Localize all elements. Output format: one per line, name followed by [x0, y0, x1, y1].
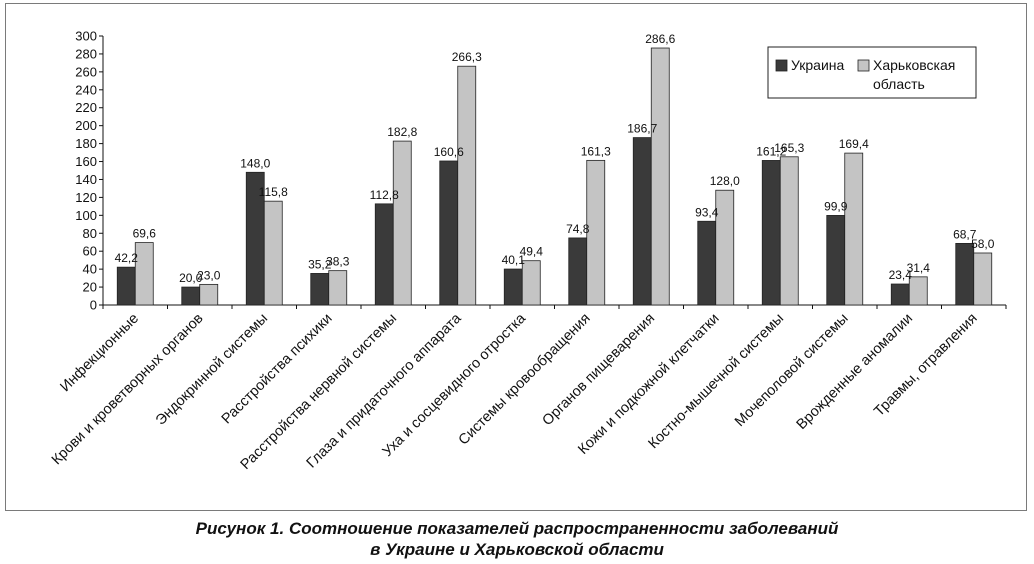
bar-ukraine — [310, 273, 330, 306]
y-tick-label: 180 — [75, 136, 97, 151]
y-tick-label: 80 — [83, 226, 97, 241]
category-label: Мочеполовой системы — [732, 311, 852, 431]
y-tick-label: 260 — [75, 64, 97, 79]
bar-kharkiv — [715, 189, 735, 306]
category-label: Врожденные аномалии — [794, 311, 916, 433]
bar-kharkiv — [844, 152, 864, 306]
data-label-ukraine: 40,1 — [502, 253, 526, 267]
data-label-ukraine: 23,4 — [889, 268, 913, 282]
y-tick-label: 160 — [75, 154, 97, 169]
data-label-ukraine: 93,4 — [695, 205, 719, 219]
legend-label-ukraine: Украина — [791, 57, 845, 73]
caption-line-1: Рисунок 1. Соотношение показателей распр… — [195, 519, 839, 538]
bar-ukraine — [697, 220, 717, 306]
data-label-kharkiv: 165,3 — [774, 141, 804, 155]
bar-ukraine — [503, 268, 523, 306]
data-label-ukraine: 20,0 — [179, 271, 203, 285]
y-tick-label: 280 — [75, 46, 97, 61]
value-labels: 42,2 69,6 20,023,0 148,0 115,8 35,238,3 112,8 1… — [115, 32, 995, 285]
data-label-kharkiv: 58,0 — [971, 237, 995, 251]
y-tick-label: 220 — [75, 100, 97, 115]
axes: 0 20 40 60 80 100 120 140 160 180 200 220 240 260 280 3… — [75, 29, 1007, 313]
data-label-ukraine: 186,7 — [627, 122, 657, 136]
bar-ukraine — [374, 203, 394, 306]
y-tick-label: 0 — [90, 298, 97, 313]
data-label-kharkiv: 169,4 — [839, 137, 869, 151]
bar-kharkiv — [392, 140, 412, 306]
bar-ukraine — [439, 160, 459, 306]
bar-ukraine — [632, 137, 652, 306]
y-tick-label: 240 — [75, 82, 97, 97]
data-label-ukraine: 161,2 — [756, 144, 786, 158]
category-label: Кожи и подкожной клетчатки — [575, 311, 722, 458]
bar-kharkiv — [199, 283, 219, 306]
legend-label-kharkiv-line1: Харьковская — [873, 57, 955, 73]
bar-kharkiv — [328, 270, 348, 306]
data-label-kharkiv: 266,3 — [452, 50, 482, 64]
data-label-kharkiv: 49,4 — [520, 245, 544, 259]
y-tick-label: 20 — [83, 280, 97, 295]
data-label-kharkiv: 161,3 — [581, 144, 611, 158]
bar-kharkiv — [263, 200, 283, 306]
bar-kharkiv — [650, 47, 670, 306]
category-label: Системы кровообращения — [456, 311, 594, 449]
bar-ukraine — [826, 215, 846, 306]
bar-kharkiv — [586, 159, 606, 306]
figure-caption: Рисунок 1. Соотношение показателей распр… — [0, 518, 1034, 560]
caption-line-2: в Украине и Харьковской области — [370, 540, 664, 559]
bars — [116, 47, 993, 306]
data-label-kharkiv: 38,3 — [326, 255, 350, 269]
data-label-kharkiv: 115,8 — [259, 185, 288, 199]
y-tick-label: 120 — [75, 190, 97, 205]
data-label-ukraine: 112,8 — [370, 188, 399, 202]
data-label-ukraine: 74,8 — [566, 222, 590, 236]
category-label: Органов пищеварения — [540, 311, 659, 430]
bar-ukraine — [955, 242, 975, 306]
data-label-kharkiv: 286,6 — [645, 32, 675, 46]
category-label: Расстройства психики — [219, 311, 336, 428]
y-tick-label: 100 — [75, 208, 97, 223]
data-label-kharkiv: 31,4 — [907, 261, 931, 275]
y-tick-label: 140 — [75, 172, 97, 187]
bar-ukraine — [568, 237, 588, 306]
data-label-kharkiv: 128,0 — [710, 174, 740, 188]
data-label-ukraine: 68,7 — [953, 227, 977, 241]
category-label: Эндокринной системы — [153, 311, 271, 429]
data-label-ukraine: 42,2 — [115, 251, 139, 265]
y-tick-label: 60 — [83, 244, 97, 259]
bar-ukraine — [761, 160, 781, 306]
bar-kharkiv — [134, 242, 154, 306]
legend: Украина Харьковская область — [767, 46, 977, 99]
legend-swatch-ukraine — [775, 59, 788, 72]
chart-frame — [5, 3, 1027, 511]
bar-kharkiv — [779, 156, 799, 306]
y-tick-label: 200 — [75, 118, 97, 133]
legend-swatch-kharkiv — [857, 59, 870, 72]
y-tick-label: 40 — [83, 262, 97, 277]
bar-kharkiv — [457, 65, 477, 306]
bar-kharkiv — [908, 276, 928, 306]
bar-ukraine — [181, 286, 201, 306]
bar-ukraine — [116, 266, 136, 306]
bar-chart: 0 20 40 60 80 100 120 140 160 180 200 220 240 260 280 3… — [49, 29, 1007, 473]
data-label-ukraine: 148,0 — [240, 156, 270, 170]
bar-kharkiv — [973, 252, 993, 306]
legend-box — [767, 46, 977, 99]
data-label-kharkiv: 69,6 — [133, 227, 157, 241]
bar-kharkiv — [521, 260, 541, 306]
data-label-kharkiv: 23,0 — [197, 268, 221, 282]
bar-ukraine — [890, 283, 910, 306]
category-label: Костно-мышечной системы — [646, 311, 788, 453]
legend-label-kharkiv-line2: область — [873, 76, 925, 92]
data-label-kharkiv: 182,8 — [387, 125, 417, 139]
y-tick-label: 300 — [75, 29, 97, 44]
data-label-ukraine: 160,6 — [434, 145, 464, 159]
data-label-ukraine: 35,2 — [308, 257, 332, 271]
data-label-ukraine: 99,9 — [824, 199, 848, 213]
